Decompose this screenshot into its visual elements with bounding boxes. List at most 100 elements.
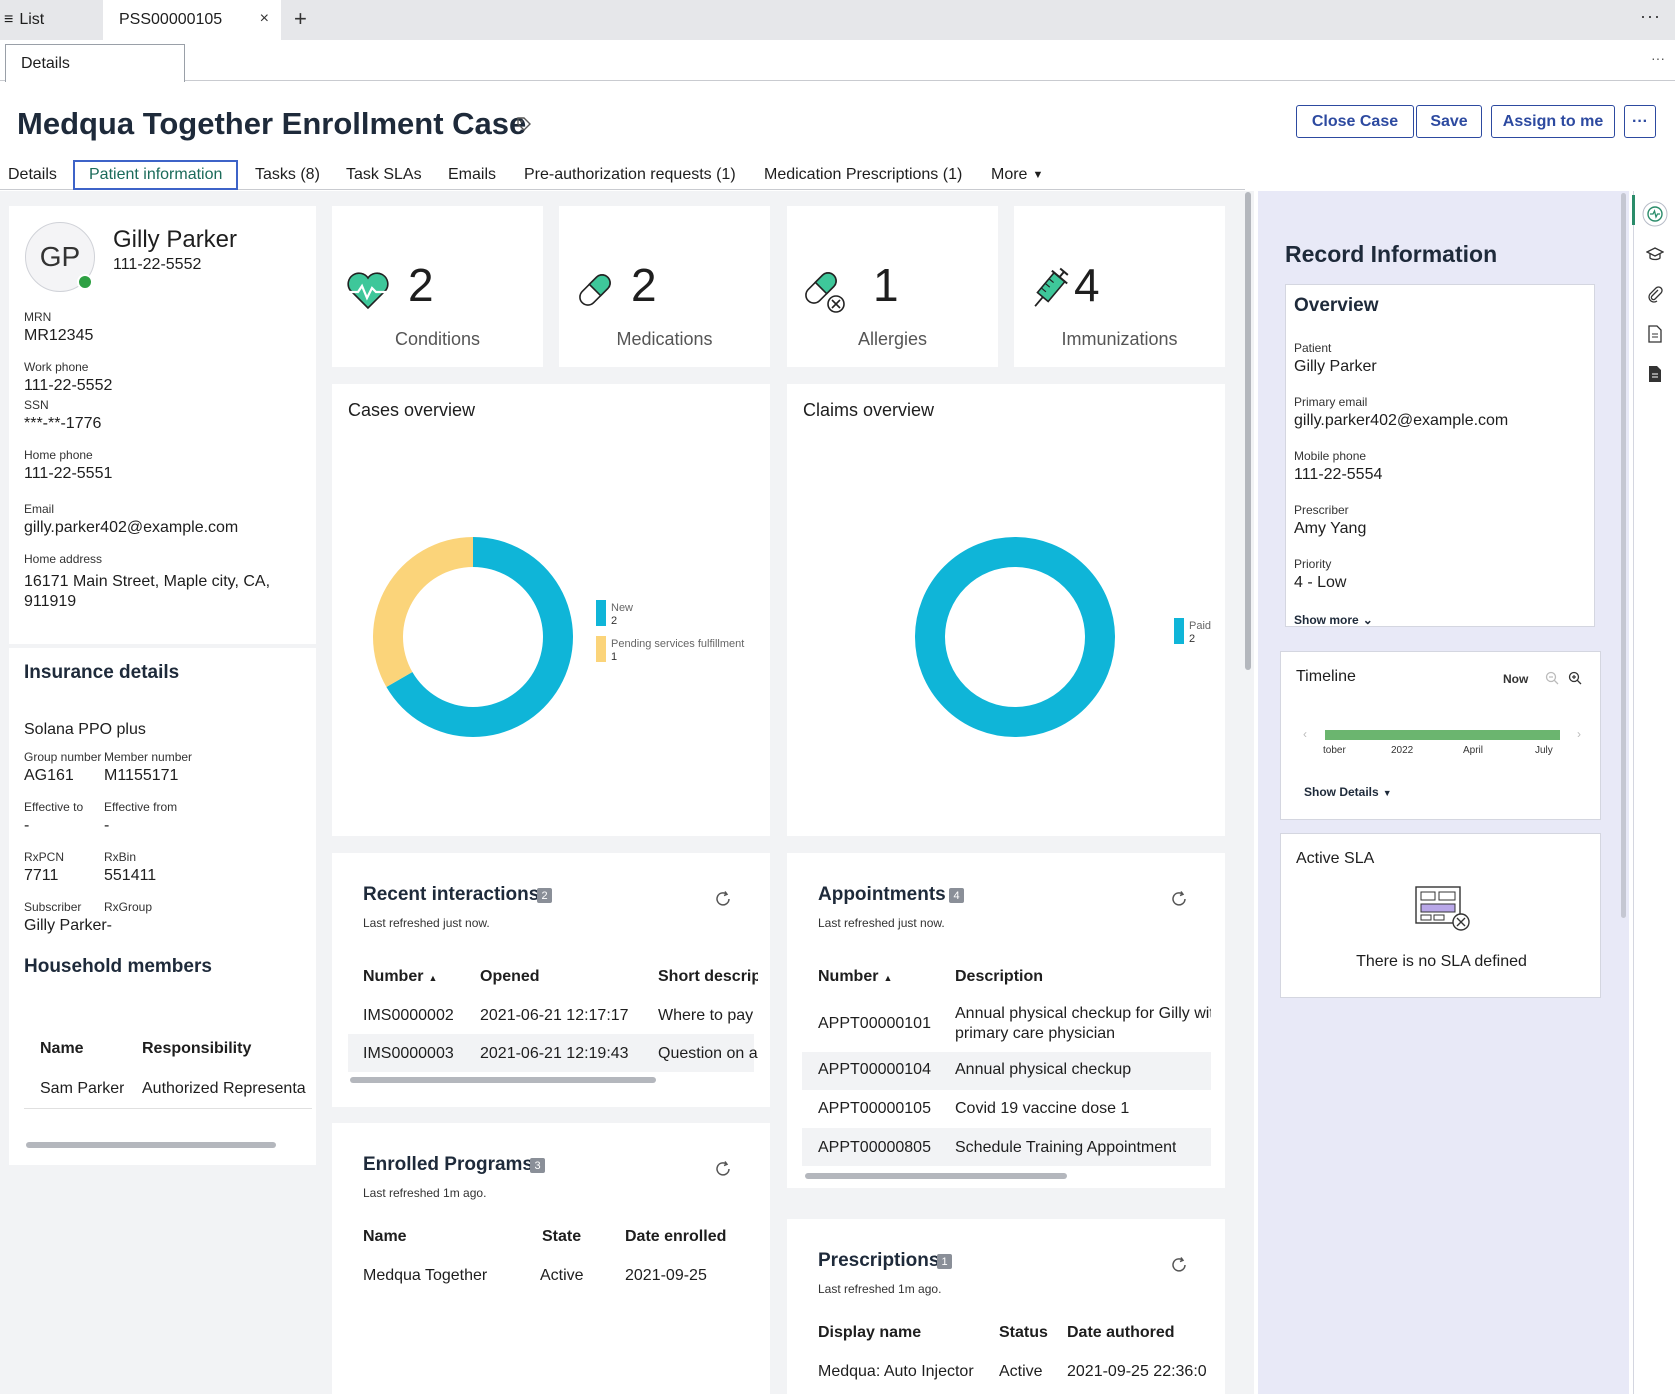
donut-slice-paid[interactable] xyxy=(915,537,1115,737)
timeline-now-button[interactable]: Now xyxy=(1503,672,1529,686)
zoom-out-icon[interactable] xyxy=(1545,671,1559,685)
appointment-link[interactable]: APPT00000104 xyxy=(818,1061,931,1078)
appointments-col-description[interactable]: Description xyxy=(955,968,1044,985)
refresh-icon[interactable] xyxy=(1170,890,1188,908)
claims-overview-card: Claims overview Paid 2 xyxy=(787,384,1225,836)
legend-value: 2 xyxy=(1189,633,1195,645)
tab-patient-information[interactable]: Patient information xyxy=(73,160,239,190)
programs-col-date-enrolled[interactable]: Date enrolled xyxy=(625,1228,727,1245)
recent-col-short-description[interactable]: Short descripti xyxy=(658,968,758,985)
zoom-in-icon[interactable] xyxy=(1568,671,1582,685)
prescriptions-col-date-authored[interactable]: Date authored xyxy=(1067,1324,1175,1341)
prescription-date: 2021-09-25 22:36:0 xyxy=(1067,1363,1207,1380)
legend-swatch xyxy=(1174,618,1184,644)
conditions-count: 2 xyxy=(408,259,434,311)
timeline-next-icon[interactable]: › xyxy=(1577,727,1581,741)
graduation-cap-icon[interactable] xyxy=(1646,245,1664,263)
appointments-col-number[interactable]: Number ▲ xyxy=(818,968,892,986)
refresh-icon[interactable] xyxy=(714,890,732,908)
prescriptions-col-status[interactable]: Status xyxy=(999,1324,1048,1341)
tab-more-label: More xyxy=(991,166,1028,183)
appointment-link[interactable]: APPT00000105 xyxy=(818,1100,931,1117)
interaction-link[interactable]: IMS0000002 xyxy=(363,1007,454,1024)
appointment-link[interactable]: APPT00000805 xyxy=(818,1139,931,1156)
tab-case-record[interactable]: PSS00000105 × xyxy=(103,0,281,40)
recent-col-opened[interactable]: Opened xyxy=(480,968,540,985)
tab-tasks[interactable]: Tasks (8) xyxy=(255,166,320,183)
tab-preauthorization[interactable]: Pre-authorization requests (1) xyxy=(524,166,736,183)
programs-col-state[interactable]: State xyxy=(542,1228,582,1245)
tab-details[interactable]: Details xyxy=(8,166,57,183)
tab-emails[interactable]: Emails xyxy=(448,166,497,183)
record-mobile-label: Mobile phone xyxy=(1294,449,1367,463)
document-icon[interactable] xyxy=(1646,325,1664,343)
document-filled-icon[interactable] xyxy=(1646,365,1664,383)
stat-card-medications[interactable]: 2 Medications xyxy=(559,206,770,367)
recent-interactions-count: 2 xyxy=(537,888,552,903)
close-tab-icon[interactable]: × xyxy=(259,10,269,27)
recent-scrollbar[interactable] xyxy=(350,1077,656,1083)
prescriptions-title: Prescriptions xyxy=(818,1250,940,1271)
donut-slice-pending-services-fulfillment[interactable] xyxy=(373,537,473,687)
home-phone-value: 111-22-5551 xyxy=(24,465,113,482)
overview-card: Overview Patient Gilly Parker Primary em… xyxy=(1285,284,1595,627)
close-case-button[interactable]: Close Case xyxy=(1296,105,1414,138)
recent-col-number[interactable]: Number ▲ xyxy=(363,968,437,986)
record-patient-label: Patient xyxy=(1294,341,1332,355)
workspace-more-icon[interactable]: ··· xyxy=(1640,6,1661,26)
table-row xyxy=(802,1128,1211,1166)
timeline-tick: July xyxy=(1535,745,1553,756)
legend-value: 1 xyxy=(611,651,617,663)
legend-label: Paid xyxy=(1189,620,1211,632)
main-scrollbar[interactable] xyxy=(1245,192,1251,670)
household-member-link[interactable]: Sam Parker xyxy=(40,1080,125,1097)
group-number-label: Group number xyxy=(24,750,102,764)
program-link[interactable]: Medqua Together xyxy=(363,1267,488,1284)
patient-name-link[interactable]: Gilly Parker xyxy=(113,226,238,253)
table-row xyxy=(802,1052,1211,1090)
syringe-icon xyxy=(1034,267,1069,307)
show-more-button[interactable]: Show more ⌄ xyxy=(1294,613,1373,627)
tag-icon[interactable] xyxy=(516,116,532,132)
sub-more-icon[interactable]: ··· xyxy=(1651,50,1665,66)
save-button[interactable]: Save xyxy=(1416,105,1482,138)
prescription-link[interactable]: Medqua: Auto Injector xyxy=(818,1363,974,1380)
email-value: gilly.parker402@example.com xyxy=(24,519,239,536)
programs-col-name[interactable]: Name xyxy=(363,1228,407,1245)
tab-medication-prescriptions[interactable]: Medication Prescriptions (1) xyxy=(764,166,963,183)
interaction-link[interactable]: IMS0000003 xyxy=(363,1045,454,1062)
mrn-label: MRN xyxy=(24,310,52,324)
stat-card-immunizations[interactable]: 4 Immunizations xyxy=(1014,206,1225,367)
activity-icon[interactable] xyxy=(1642,201,1668,227)
programs-refreshed: Last refreshed 1m ago. xyxy=(363,1186,487,1200)
refresh-icon[interactable] xyxy=(714,1160,732,1178)
record-patient-link[interactable]: Gilly Parker xyxy=(1294,358,1377,375)
interaction-description: Where to pay xyxy=(658,1007,754,1024)
appointment-link[interactable]: APPT00000101 xyxy=(818,1015,931,1032)
refresh-icon[interactable] xyxy=(1170,1256,1188,1274)
tab-task-slas[interactable]: Task SLAs xyxy=(346,166,422,183)
new-tab-icon[interactable]: + xyxy=(294,6,307,31)
household-responsibility-link[interactable]: Authorized Representa xyxy=(142,1080,306,1097)
tab-more[interactable]: More ▼ xyxy=(991,160,1043,190)
appointments-scrollbar[interactable] xyxy=(805,1173,1067,1179)
stat-card-conditions[interactable]: 2 Conditions xyxy=(332,206,543,367)
attachment-icon[interactable] xyxy=(1646,285,1664,303)
household-scrollbar[interactable] xyxy=(26,1142,276,1148)
tab-case-label: PSS00000105 xyxy=(119,11,223,28)
tab-list[interactable]: ≡ List xyxy=(0,0,100,40)
panel-scrollbar[interactable] xyxy=(1621,193,1626,918)
prescriptions-col-display-name[interactable]: Display name xyxy=(818,1324,922,1341)
sub-tab-details[interactable]: Details xyxy=(5,44,185,82)
stat-card-allergies[interactable]: 1 Allergies xyxy=(787,206,998,367)
show-details-button[interactable]: Show Details ▼ xyxy=(1304,785,1392,799)
assign-to-me-button[interactable]: Assign to me xyxy=(1491,105,1615,138)
sort-ascending-icon: ▲ xyxy=(428,973,438,983)
record-prescriber-link[interactable]: Amy Yang xyxy=(1294,520,1367,537)
timeline-prev-icon[interactable]: ‹ xyxy=(1303,727,1307,741)
header-more-button[interactable]: ··· xyxy=(1624,105,1656,138)
home-phone-label: Home phone xyxy=(24,448,93,462)
appointment-description: Annual physical checkup for Gilly wit xyxy=(955,1005,1211,1022)
donut-slice-new[interactable] xyxy=(386,537,573,737)
appointment-description: Schedule Training Appointment xyxy=(955,1139,1177,1156)
